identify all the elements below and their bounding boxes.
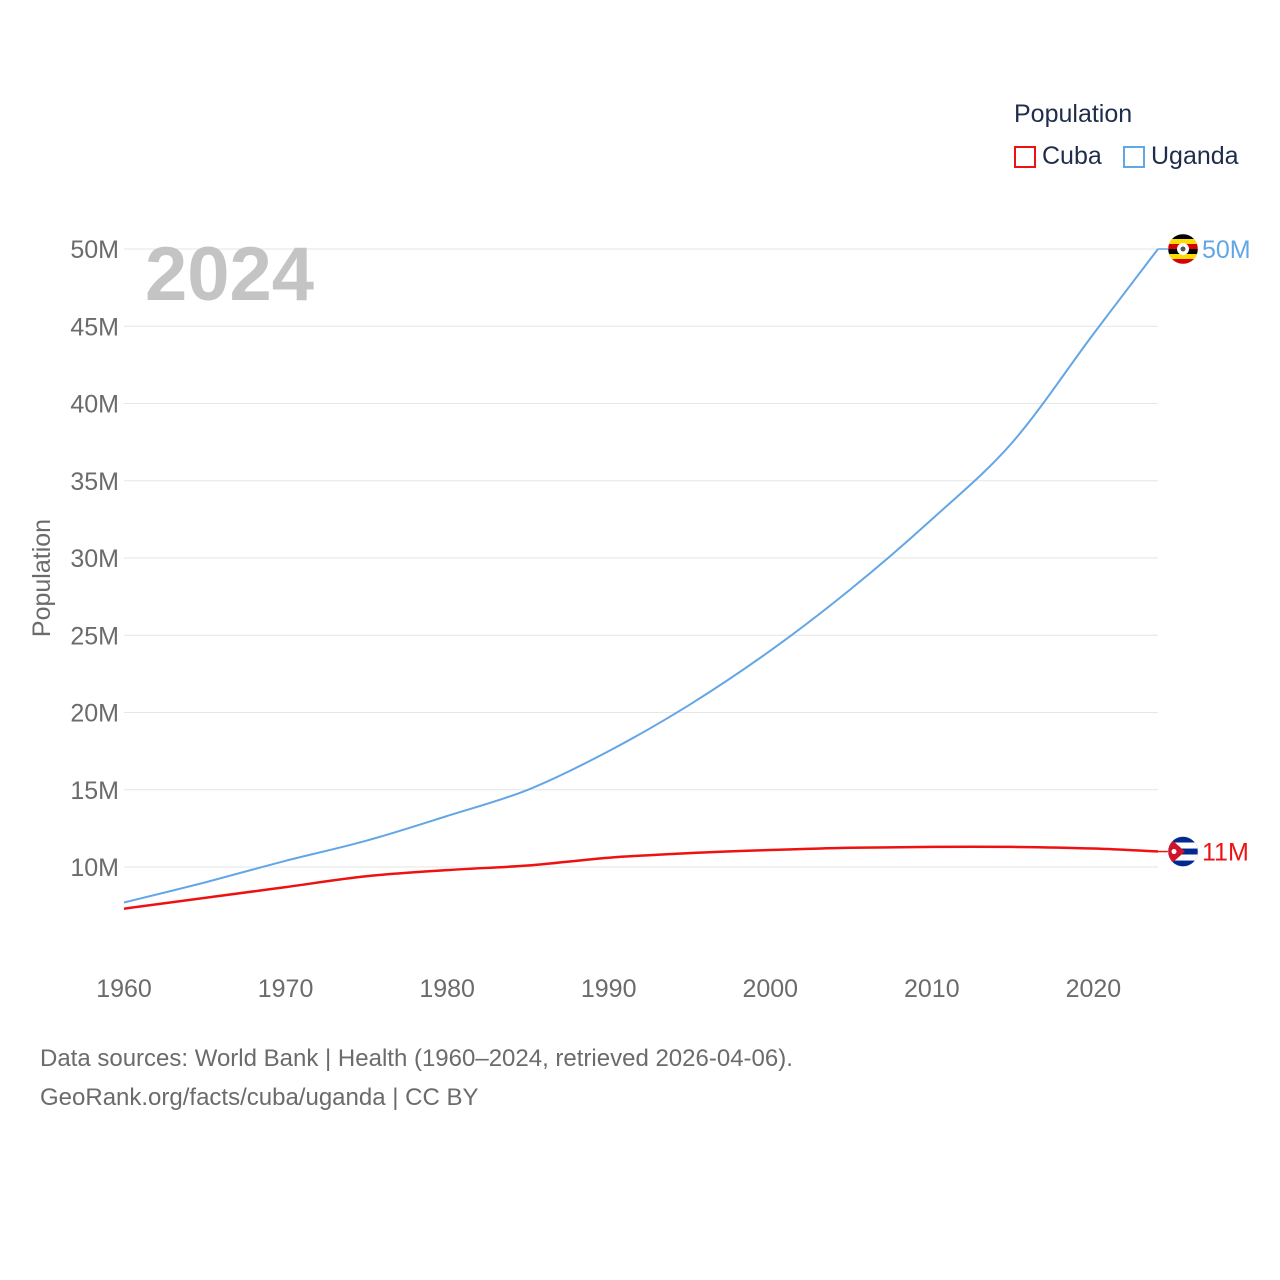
legend-label-cuba: Cuba <box>1042 142 1102 170</box>
y-tick-label: 40M <box>70 391 119 419</box>
x-tick-label: 1960 <box>96 975 152 1003</box>
y-tick-label: 50M <box>70 236 119 264</box>
legend-item-uganda[interactable]: Uganda <box>1123 142 1239 171</box>
grid-lines <box>124 248 1158 868</box>
series-line-cuba <box>123 845 1159 910</box>
x-tick-label: 1980 <box>419 975 475 1003</box>
legend-swatch-cuba <box>1014 145 1036 168</box>
y-tick-label: 15M <box>70 777 119 805</box>
end-label-cuba: 11M <box>1202 839 1249 867</box>
footer-credit[interactable]: GeoRank.org/facts/cuba/uganda | CC BY <box>40 1084 479 1111</box>
legend-swatch-uganda <box>1123 145 1145 168</box>
flag-uganda-icon <box>1167 233 1199 265</box>
y-tick-label: 20M <box>70 700 119 728</box>
y-tick-label: 45M <box>70 313 119 341</box>
y-tick-label: 10M <box>70 854 119 882</box>
series-line-uganda <box>123 248 1159 904</box>
end-label-uganda: 50M <box>1202 236 1251 264</box>
y-tick-label: 30M <box>70 545 119 573</box>
end-markers: 11M 50M <box>1158 233 1251 867</box>
x-tick-label: 2010 <box>904 975 960 1003</box>
legend-item-cuba[interactable]: Cuba <box>1014 142 1102 171</box>
legend-title: Population <box>1014 100 1133 128</box>
x-axis-ticks: 1960 1970 1980 1990 2000 2010 2020 <box>96 975 1121 1003</box>
y-tick-label: 25M <box>70 622 119 650</box>
x-tick-label: 2000 <box>742 975 798 1003</box>
series-lines <box>123 248 1159 910</box>
legend-label-uganda: Uganda <box>1151 142 1239 170</box>
year-label: 2024 <box>145 232 314 317</box>
y-axis-ticks: 10M 15M 20M 25M 30M 35M 40M 45M 50M <box>70 236 119 882</box>
flag-cuba-icon <box>1167 836 1199 867</box>
y-tick-label: 35M <box>70 468 119 496</box>
x-tick-label: 2020 <box>1066 975 1122 1003</box>
x-tick-label: 1970 <box>258 975 314 1003</box>
x-tick-label: 1990 <box>581 975 637 1003</box>
y-axis-label: Population <box>28 519 56 637</box>
footer-sources: Data sources: World Bank | Health (1960–… <box>40 1045 793 1072</box>
